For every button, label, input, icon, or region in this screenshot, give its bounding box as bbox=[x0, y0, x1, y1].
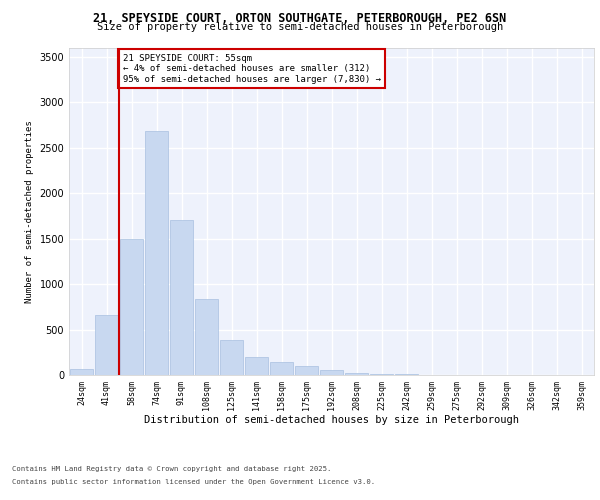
Bar bbox=[345, 372, 368, 375]
Bar bbox=[95, 315, 118, 375]
Bar bbox=[120, 238, 143, 375]
Bar bbox=[195, 298, 218, 375]
Text: 21 SPEYSIDE COURT: 55sqm
← 4% of semi-detached houses are smaller (312)
95% of s: 21 SPEYSIDE COURT: 55sqm ← 4% of semi-de… bbox=[123, 54, 381, 84]
Bar bbox=[220, 340, 243, 375]
Text: Size of property relative to semi-detached houses in Peterborough: Size of property relative to semi-detach… bbox=[97, 22, 503, 32]
Bar bbox=[320, 370, 343, 375]
Bar bbox=[245, 357, 268, 375]
Bar bbox=[145, 131, 168, 375]
Bar bbox=[295, 366, 318, 375]
Text: 21, SPEYSIDE COURT, ORTON SOUTHGATE, PETERBOROUGH, PE2 6SN: 21, SPEYSIDE COURT, ORTON SOUTHGATE, PET… bbox=[94, 12, 506, 26]
Bar bbox=[170, 220, 193, 375]
X-axis label: Distribution of semi-detached houses by size in Peterborough: Distribution of semi-detached houses by … bbox=[144, 416, 519, 426]
Bar bbox=[370, 374, 393, 375]
Text: Contains public sector information licensed under the Open Government Licence v3: Contains public sector information licen… bbox=[12, 479, 375, 485]
Bar bbox=[70, 369, 93, 375]
Bar bbox=[395, 374, 418, 375]
Bar bbox=[270, 362, 293, 375]
Text: Contains HM Land Registry data © Crown copyright and database right 2025.: Contains HM Land Registry data © Crown c… bbox=[12, 466, 331, 472]
Y-axis label: Number of semi-detached properties: Number of semi-detached properties bbox=[25, 120, 34, 302]
